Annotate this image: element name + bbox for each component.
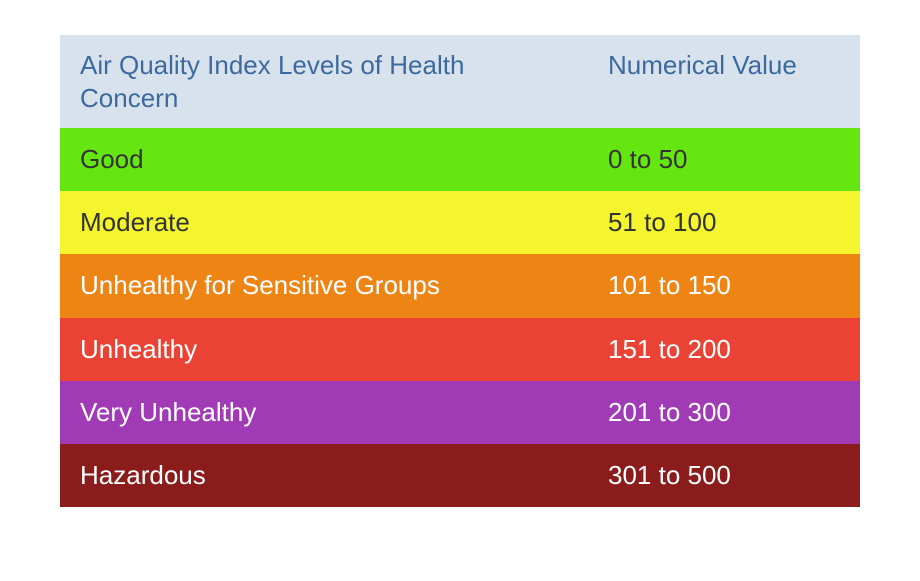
aqi-level-cell: Unhealthy for Sensitive Groups: [60, 254, 588, 317]
aqi-level-cell: Moderate: [60, 191, 588, 254]
aqi-row: Unhealthy for Sensitive Groups 101 to 15…: [60, 254, 860, 317]
aqi-row: Moderate 51 to 100: [60, 191, 860, 254]
aqi-row: Hazardous 301 to 500: [60, 444, 860, 507]
aqi-value-cell: 301 to 500: [588, 444, 860, 507]
aqi-value-cell: 101 to 150: [588, 254, 860, 317]
aqi-level-cell: Hazardous: [60, 444, 588, 507]
aqi-row: Unhealthy 151 to 200: [60, 318, 860, 381]
aqi-table: Air Quality Index Levels of Health Conce…: [60, 35, 860, 507]
aqi-header-row: Air Quality Index Levels of Health Conce…: [60, 35, 860, 128]
aqi-header-level: Air Quality Index Levels of Health Conce…: [60, 35, 588, 128]
aqi-row: Very Unhealthy 201 to 300: [60, 381, 860, 444]
aqi-row: Good 0 to 50: [60, 128, 860, 191]
aqi-value-cell: 51 to 100: [588, 191, 860, 254]
aqi-level-cell: Unhealthy: [60, 318, 588, 381]
aqi-header-value: Numerical Value: [588, 35, 860, 128]
aqi-level-cell: Very Unhealthy: [60, 381, 588, 444]
aqi-value-cell: 0 to 50: [588, 128, 860, 191]
aqi-value-cell: 151 to 200: [588, 318, 860, 381]
aqi-tbody: Good 0 to 50 Moderate 51 to 100 Unhealth…: [60, 128, 860, 507]
aqi-level-cell: Good: [60, 128, 588, 191]
aqi-value-cell: 201 to 300: [588, 381, 860, 444]
